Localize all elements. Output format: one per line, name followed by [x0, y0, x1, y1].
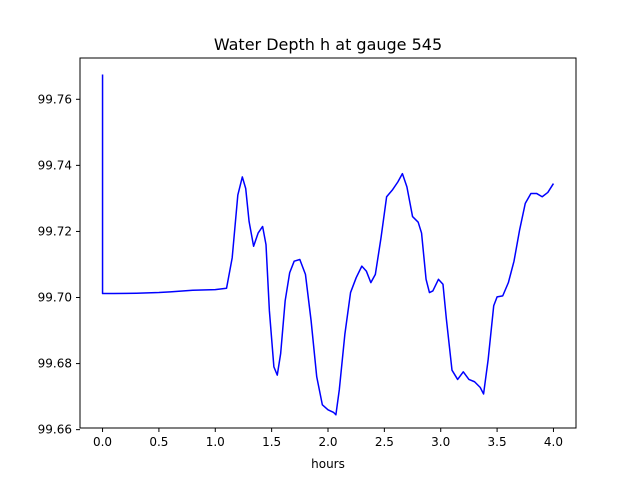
series-line-0: [101, 74, 555, 416]
x-tick-label: 2.5: [375, 435, 394, 449]
x-tick-label: 1.0: [206, 435, 225, 449]
x-axis-label: hours: [311, 457, 345, 471]
y-tick-label: 99.76: [38, 92, 72, 106]
x-tick-label: 0.5: [149, 435, 168, 449]
y-tick-label: 99.68: [38, 357, 72, 371]
y-tick-label: 99.66: [38, 423, 72, 437]
chart-title: Water Depth h at gauge 545: [214, 35, 442, 54]
y-axis: 99.66 99.68 99.70 99.72 99.74 99.76: [38, 92, 80, 437]
x-tick-label: 3.0: [431, 435, 450, 449]
x-tick-label: 3.5: [488, 435, 507, 449]
x-tick-label: 4.0: [544, 435, 563, 449]
x-tick-label: 0.0: [93, 435, 112, 449]
y-tick-label: 99.70: [38, 291, 72, 305]
x-tick-label: 1.5: [262, 435, 281, 449]
y-tick-label: 99.72: [38, 224, 72, 238]
axes-frame: [79, 57, 577, 429]
x-tick-label: 2.0: [318, 435, 337, 449]
plot-area: [101, 74, 555, 416]
y-tick-label: 99.74: [38, 158, 72, 172]
x-axis: 0.0 0.5 1.0 1.5 2.0 2.5 3.0 3.5 4.0: [93, 428, 563, 449]
